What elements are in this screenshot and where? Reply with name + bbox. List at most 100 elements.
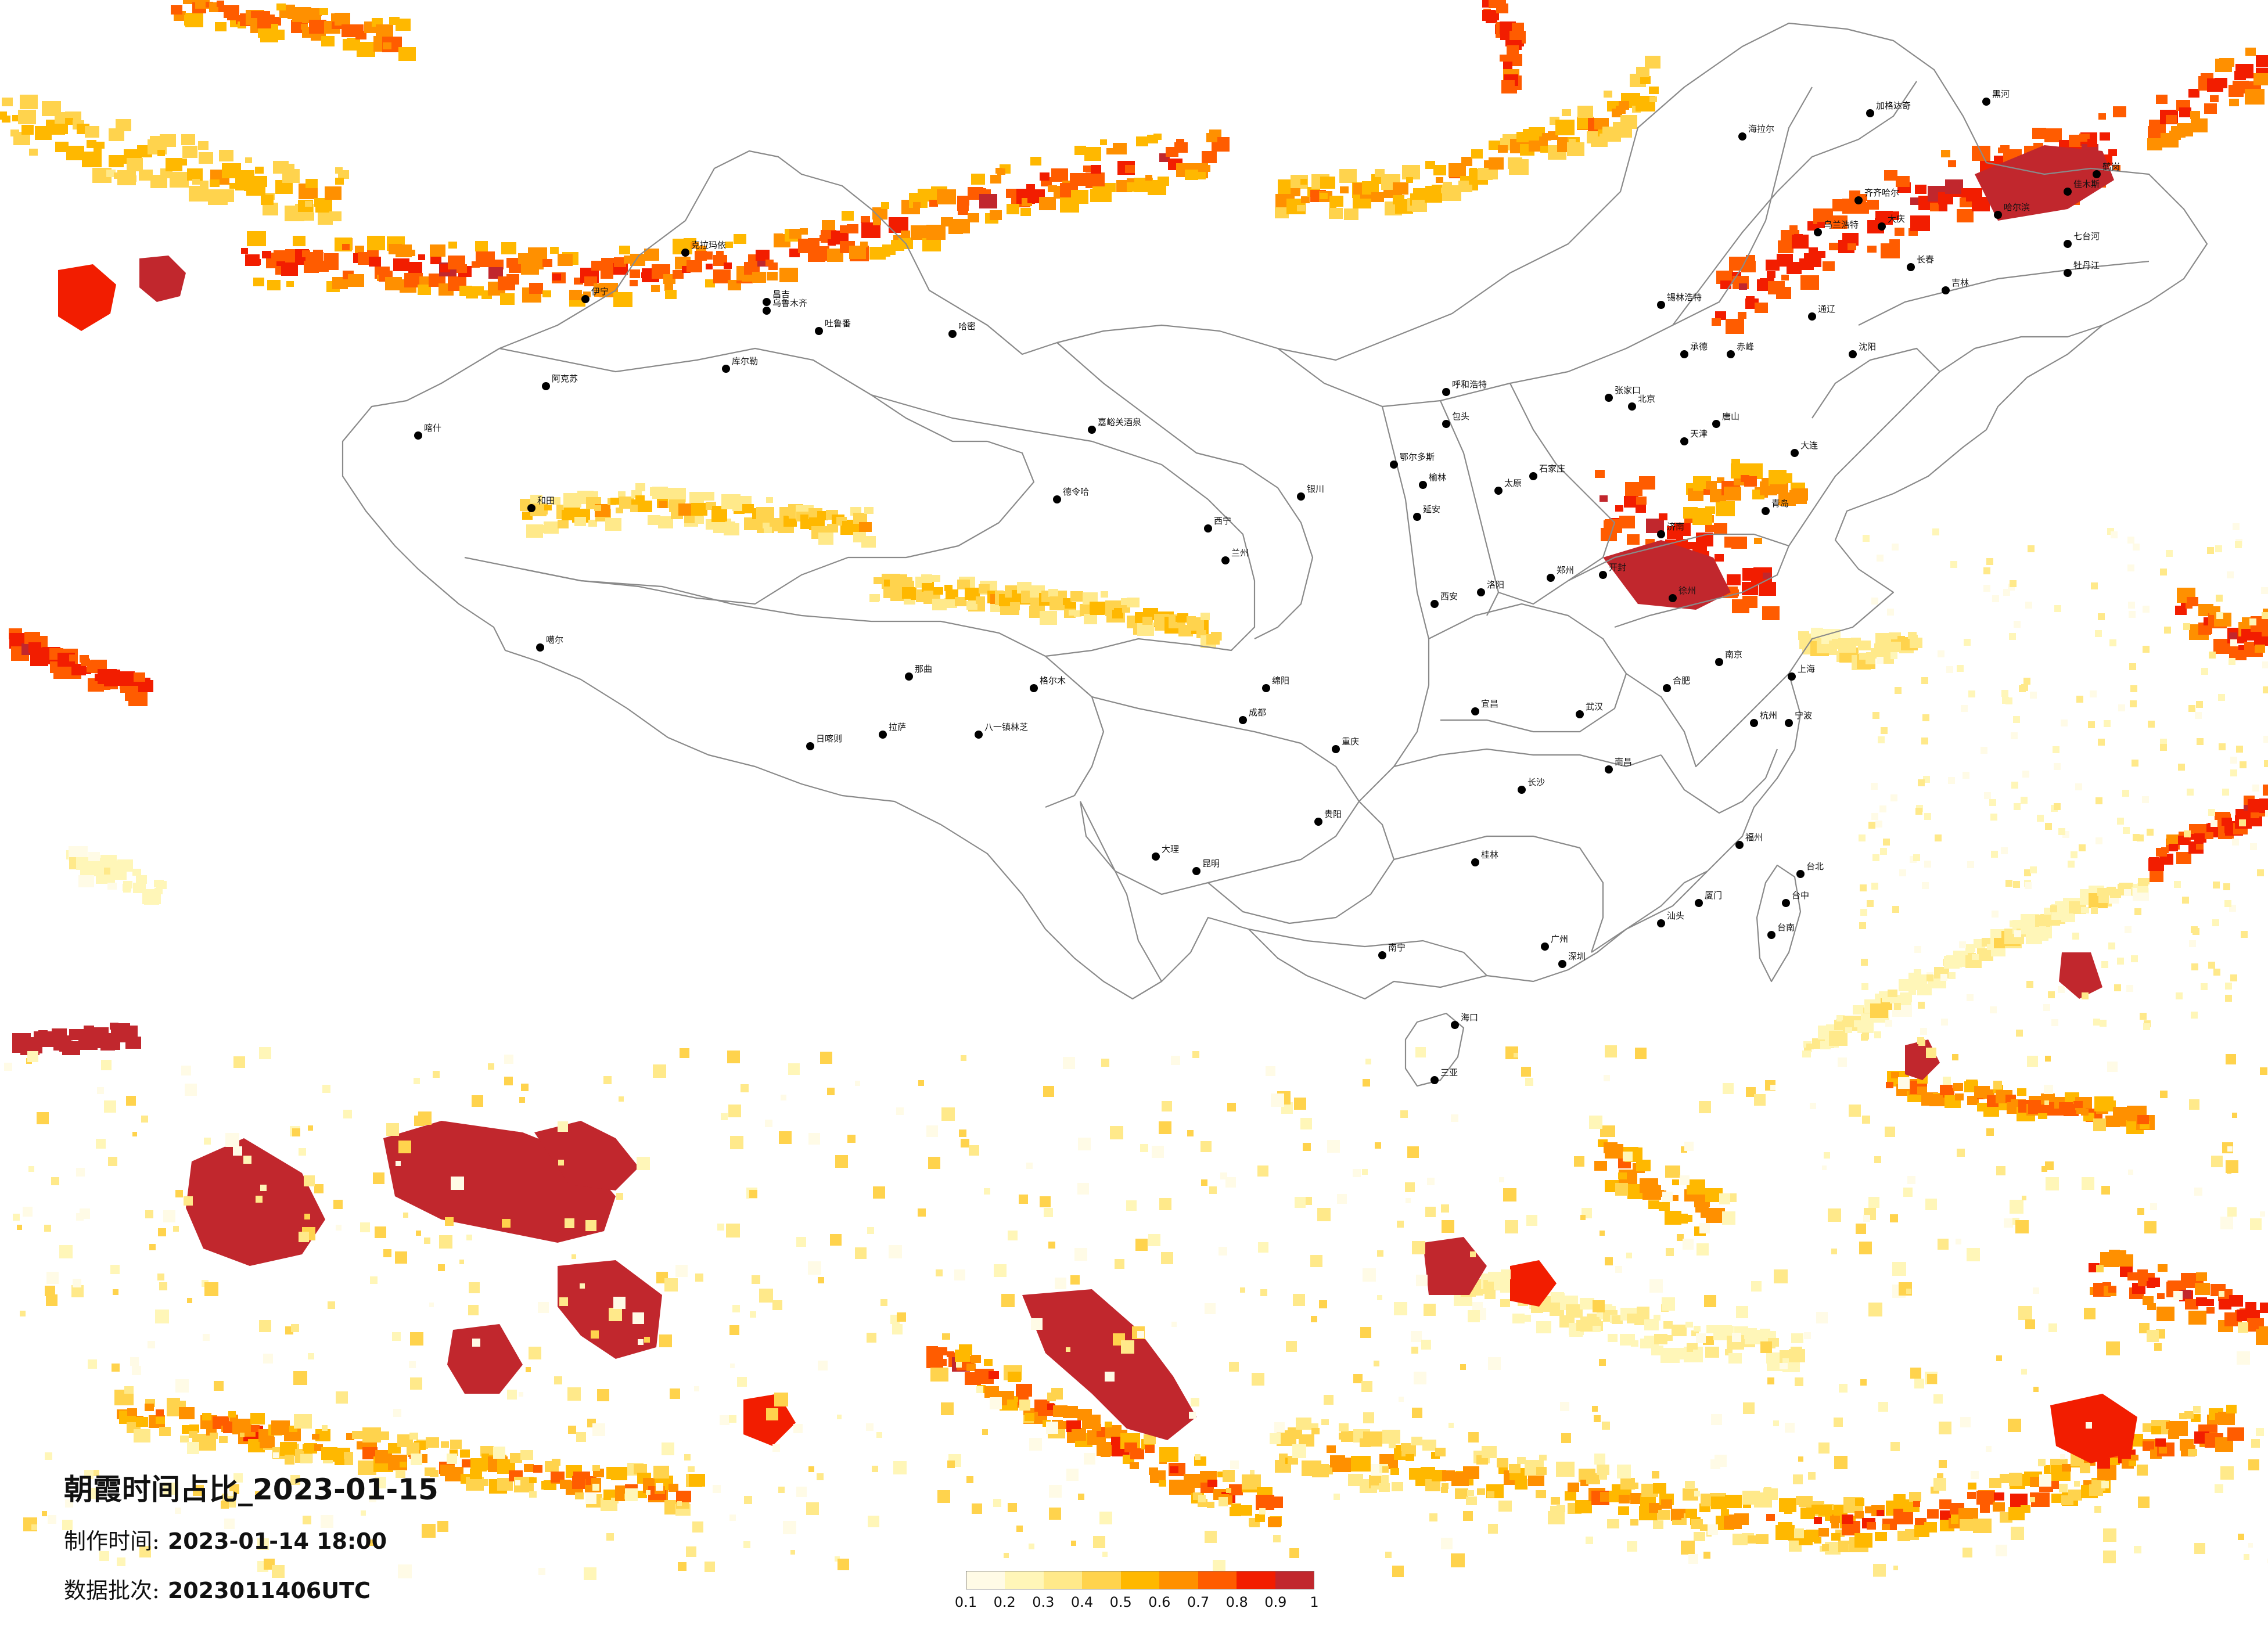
cloud-cell bbox=[752, 1275, 760, 1284]
cloud-cell bbox=[1732, 1333, 1741, 1342]
cloud-cell bbox=[1597, 1465, 1609, 1475]
cloud-cell bbox=[2235, 541, 2242, 548]
cloud-cell bbox=[1207, 1502, 1214, 1508]
legend-tick-label: 0.7 bbox=[1187, 1594, 1210, 1610]
cloud-cell bbox=[515, 1480, 520, 1485]
city-label: 赤峰 bbox=[1737, 341, 1754, 352]
cloud-cell bbox=[1878, 1402, 1888, 1412]
city-label: 八一镇林芝 bbox=[984, 722, 1028, 732]
cloud-cell bbox=[1885, 1020, 1892, 1027]
cloud-cell bbox=[1488, 1524, 1498, 1534]
cloud-cell bbox=[2209, 652, 2216, 659]
cloud-cell bbox=[193, 1485, 204, 1496]
cloud-cell bbox=[1516, 1476, 1527, 1484]
cloud-cell bbox=[827, 1088, 835, 1095]
cloud-cell bbox=[303, 1516, 311, 1524]
cloud-cell bbox=[1993, 1081, 2002, 1089]
city-dot bbox=[2064, 188, 2072, 196]
cloud-cell bbox=[1877, 1510, 1884, 1516]
cloud-cell bbox=[1400, 1110, 1408, 1118]
cloud-cell bbox=[1303, 1143, 1311, 1151]
cloud-cell bbox=[1310, 1255, 1322, 1267]
cloud-cell bbox=[1618, 1172, 1627, 1179]
cloud-cell bbox=[1291, 188, 1300, 196]
cloud-cell bbox=[1339, 169, 1357, 183]
city-label: 昌吉 bbox=[772, 289, 790, 300]
cloud-cell bbox=[638, 501, 652, 512]
cloud-cell bbox=[729, 1515, 736, 1521]
cloud-cell bbox=[2190, 834, 2197, 840]
cloud-cell bbox=[46, 1272, 59, 1284]
cloud-cell bbox=[552, 1459, 560, 1466]
cloud-cell bbox=[1994, 1492, 2004, 1501]
cloud-cell bbox=[221, 1501, 229, 1509]
cloud-cell bbox=[2249, 618, 2256, 625]
cloud-cell bbox=[550, 247, 559, 254]
cloud-cell bbox=[1101, 1449, 1110, 1457]
cloud-cell bbox=[1834, 1456, 1848, 1469]
cloud-cell bbox=[1883, 839, 1890, 846]
cloud-cell bbox=[1635, 1048, 1647, 1059]
cloud-cell bbox=[502, 1484, 507, 1489]
cloud-cell bbox=[519, 1392, 523, 1397]
city-dot bbox=[1430, 1076, 1439, 1084]
cloud-cell bbox=[1536, 1321, 1551, 1333]
cloud-cell bbox=[2227, 1146, 2233, 1152]
cloud-cell bbox=[290, 1475, 300, 1485]
cloud-cell bbox=[1229, 1484, 1243, 1495]
cloud-cell bbox=[2058, 986, 2065, 993]
cloud-cell bbox=[76, 1213, 84, 1221]
cloud-cell bbox=[35, 131, 45, 139]
cloud-cell bbox=[1084, 147, 1101, 161]
city-dot bbox=[1314, 818, 1322, 826]
cloud-cell bbox=[1522, 1315, 1531, 1322]
cloud-cell bbox=[1665, 1335, 1673, 1341]
cloud-cell bbox=[130, 1357, 139, 1366]
cloud-cell bbox=[1070, 173, 1086, 186]
cloud-cell bbox=[1085, 1411, 1092, 1417]
cloud-cell bbox=[447, 1454, 457, 1464]
cloud-cell bbox=[184, 15, 197, 26]
cloud-cell bbox=[2004, 1218, 2013, 1228]
cloud-cell bbox=[756, 250, 770, 261]
cloud-cell bbox=[1488, 1272, 1501, 1282]
cloud-cell bbox=[2071, 851, 2077, 858]
cloud-cell bbox=[2030, 1497, 2035, 1502]
cloud-cell bbox=[1072, 1429, 1086, 1441]
cloud-cell bbox=[1240, 1287, 1245, 1293]
cloud-cell bbox=[504, 1077, 513, 1085]
cloud-cell bbox=[1106, 148, 1114, 154]
cloud-cell bbox=[730, 1364, 735, 1368]
cloud-cell bbox=[2030, 692, 2037, 699]
cloud-cell bbox=[1829, 641, 1836, 646]
cloud-cell bbox=[1412, 1408, 1422, 1418]
cloud-cell bbox=[2183, 623, 2190, 630]
legend-tick-label: 0.2 bbox=[993, 1594, 1016, 1610]
cloud-cell bbox=[1468, 1432, 1479, 1442]
cloud-cell bbox=[1029, 1544, 1034, 1549]
city-label: 乌鲁木齐 bbox=[772, 298, 807, 308]
cloud-cell bbox=[2010, 1200, 2023, 1214]
cloud-cell bbox=[1142, 617, 1152, 625]
cloud-cell bbox=[215, 22, 227, 31]
cloud-cell bbox=[362, 1427, 381, 1442]
cloud-cell bbox=[87, 140, 96, 148]
cloud-cell bbox=[2068, 861, 2075, 868]
cloud-cell bbox=[558, 520, 569, 528]
cloud-cell bbox=[2230, 757, 2237, 764]
cloud-cell bbox=[2196, 1297, 2207, 1306]
cloud-cell bbox=[2230, 974, 2237, 981]
legend-swatch bbox=[1237, 1571, 1275, 1589]
city-dot bbox=[1750, 719, 1758, 727]
city-marker: 桂林 bbox=[1471, 850, 1498, 866]
cloud-cell bbox=[779, 1131, 792, 1144]
cloud-cell bbox=[1344, 208, 1358, 220]
cloud-cell bbox=[542, 525, 552, 533]
cloud-cell bbox=[744, 262, 760, 275]
cloud-cell bbox=[1888, 211, 1899, 220]
city-label: 锡林浩特 bbox=[1667, 292, 1702, 303]
cloud-cell bbox=[2096, 837, 2102, 844]
cloud-cell bbox=[65, 118, 73, 125]
cloud-cell bbox=[23, 1207, 33, 1217]
cloud-cell bbox=[692, 1521, 703, 1533]
